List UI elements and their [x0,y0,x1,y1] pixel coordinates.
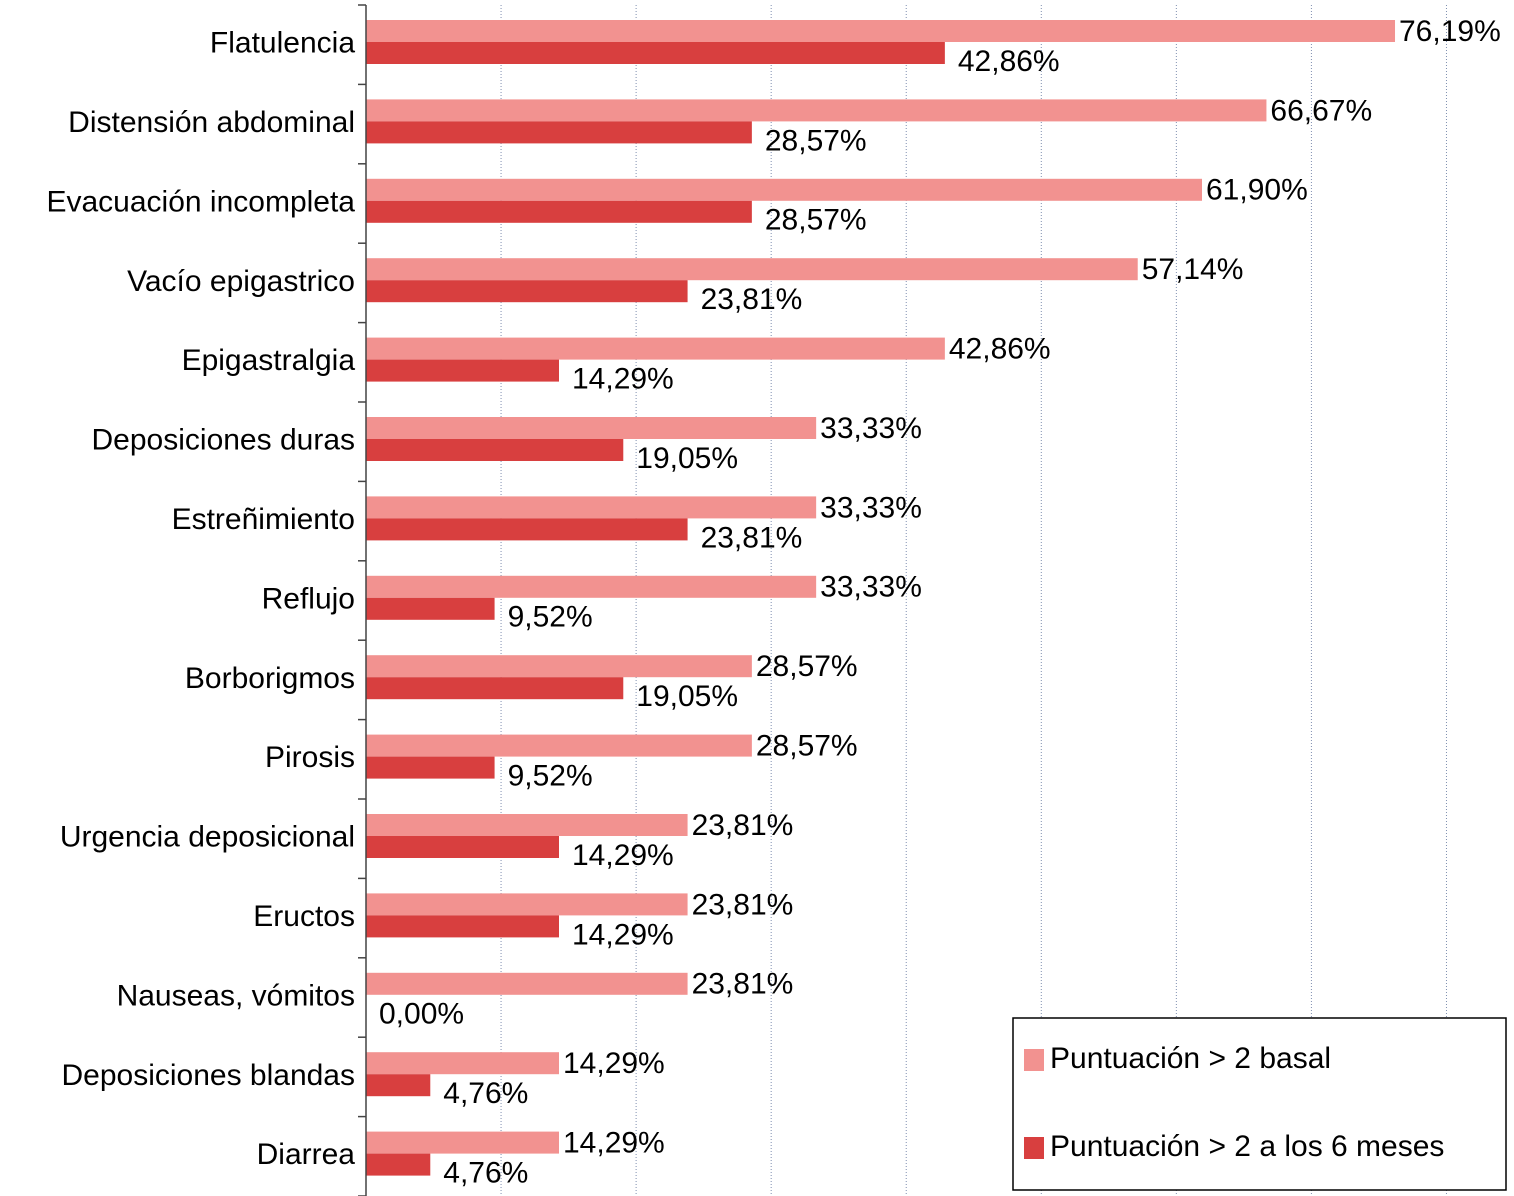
legend-label: Puntuación > 2 basal [1050,1042,1331,1075]
bar [366,1153,431,1176]
bar [366,836,559,858]
bar [366,1052,559,1075]
bar [366,280,688,303]
bar [366,337,945,360]
value-label: 23,81% [692,968,794,1001]
value-label: 4,76% [443,1157,528,1190]
value-label: 4,76% [443,1077,528,1110]
y-tick-label: Estreñimiento [172,503,355,536]
bar [366,99,1267,122]
value-label: 14,29% [563,1047,665,1080]
bar [366,121,752,144]
value-label: 33,33% [820,571,922,604]
value-label: 57,14% [1142,253,1244,286]
bar [366,915,559,938]
bar [366,178,1203,201]
y-tick-label: Deposiciones duras [92,424,355,457]
y-tick-label: Flatulencia [210,27,355,60]
value-label: 14,29% [572,363,674,396]
bar [366,734,752,757]
y-tick-label: Diarrea [257,1138,356,1171]
legend-swatch [1024,1137,1044,1159]
value-label: 23,81% [701,283,803,316]
bar [366,972,688,995]
y-tick-label: Reflujo [262,582,355,615]
legend-box [1012,1017,1507,1191]
bar [366,756,495,779]
bar [366,439,624,461]
value-label: 28,57% [756,650,858,683]
value-label: 19,05% [636,442,738,475]
value-label: 42,86% [949,333,1051,366]
value-label: 61,90% [1206,174,1308,207]
bar [366,677,624,700]
value-label: 28,57% [765,124,867,157]
y-tick-label: Vacío epigastrico [127,265,355,298]
bar [366,518,688,541]
value-label: 14,29% [563,1127,665,1160]
bar [366,496,817,519]
value-label: 23,81% [701,521,803,554]
y-tick-label: Pirosis [265,741,355,774]
y-tick-label: Deposiciones blandas [61,1059,355,1092]
value-label: 0,00% [379,998,464,1031]
y-tick-label: Distensión abdominal [68,106,355,139]
legend-swatch [1024,1049,1044,1071]
bar [366,1131,559,1154]
y-tick-label: Urgencia deposicional [60,821,355,854]
y-tick-label: Borborigmos [185,662,355,695]
value-label: 28,57% [756,730,858,763]
y-tick-label: Eructos [253,900,355,933]
value-label: 42,86% [958,45,1060,78]
value-label: 9,52% [508,760,593,793]
y-tick-label: Epigastralgia [182,344,356,377]
y-tick-label: Evacuación incompleta [46,185,355,218]
value-label: 66,67% [1270,94,1372,127]
y-tick-label: Nauseas, vómitos [117,979,355,1012]
bar [366,893,688,916]
value-label: 23,81% [692,888,794,921]
bar [366,575,817,598]
legend-label: Puntuación > 2 a los 6 meses [1050,1130,1444,1163]
bar [366,655,752,678]
bar [366,1074,431,1097]
bar [366,597,495,620]
value-label: 19,05% [636,680,738,713]
value-label: 23,81% [692,809,794,842]
bar [366,359,559,382]
value-label: 33,33% [820,491,922,524]
bar [366,20,1396,42]
value-label: 28,57% [765,204,867,237]
bar [366,417,817,439]
value-label: 14,29% [572,918,674,951]
value-label: 76,19% [1399,15,1501,48]
bar [366,200,752,223]
value-label: 14,29% [572,839,674,872]
bar [366,814,688,836]
bar [366,42,945,64]
bar [366,258,1138,281]
value-label: 33,33% [820,412,922,445]
value-label: 9,52% [508,601,593,634]
